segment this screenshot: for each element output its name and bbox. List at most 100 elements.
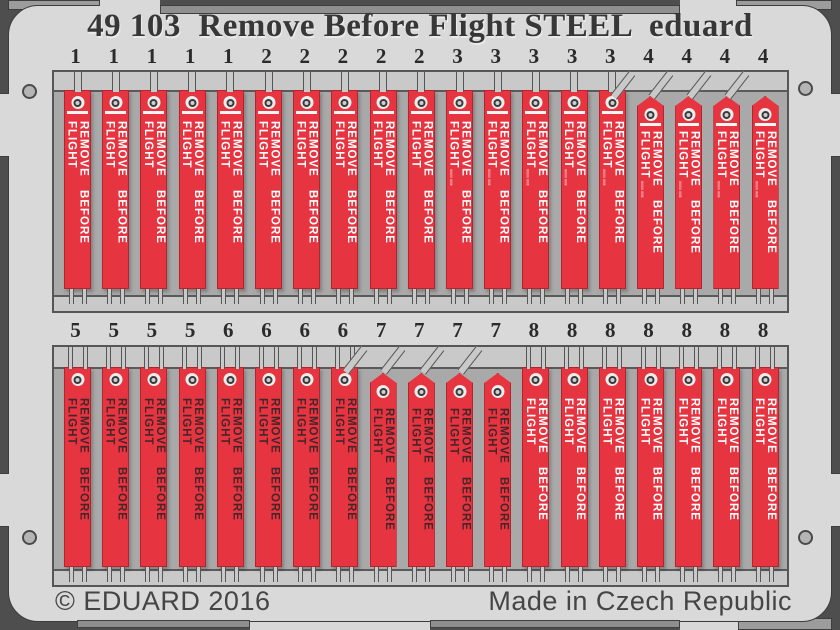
attachment-tab [264,72,273,92]
attachment-tab [640,347,646,369]
rbf-streamer-flag: REMOVE BEFORE FLIGHT IIIIIIIII IIIIIII [598,90,626,289]
flag-text: REMOVE BEFORE FLIGHT [638,398,663,521]
streamer-number: 5 [184,318,196,342]
flag-fine-print: IIIIIIIII IIIIIII [716,181,721,198]
rbf-streamer-flag: REMOVE BEFORE FLIGHT [255,367,282,567]
rbf-streamer-flag: REMOVE BEFORE FLIGHT IIIIIIIII IIIIIII [484,90,512,289]
attachment-tab [488,289,494,304]
attachment-tab [234,567,240,582]
attachment-tab [182,347,188,369]
rbf-streamer-flag: REMOVE BEFORE FLIGHT [64,90,91,289]
fret-comb-band [54,347,787,369]
attachment-tab [526,289,532,304]
grommet-icon [185,96,199,109]
attachment-tab [197,347,203,369]
attachment-tab [272,289,278,304]
flag-text: REMOVE BEFORE FLIGHT [180,121,205,244]
flag-text: REMOVE BEFORE FLIGHT [180,398,205,521]
streamer-number: 2 [414,44,425,68]
flag-stripe [754,123,776,126]
attachment-tab [120,347,126,369]
attachment-tab [755,347,761,369]
flag-stripe [372,111,394,114]
grommet-icon [147,96,161,109]
grommet-icon [223,96,237,109]
attachment-tab [111,72,120,92]
fret-comb-band [54,295,787,311]
grommet-icon [758,373,772,386]
flag-stripe [487,111,509,114]
attachment-tab [579,347,585,369]
rbf-streamer-flag: REMOVE BEFORE FLIGHT [331,90,359,289]
attachment-tab [463,289,469,304]
attachment-tab [183,289,189,304]
attachment-tab [259,289,265,304]
attachment-tab [603,289,609,304]
attachment-tab [183,567,189,582]
attachment-tab [348,567,354,582]
rbf-streamer-flag: REMOVE BEFORE FLIGHT IIIIIIIII IIIIIII [675,96,703,289]
streamer-number: 1 [70,44,81,68]
attachment-tab [297,289,303,304]
attachment-tab [188,72,197,92]
flag-text: REMOVE BEFORE FLIGHT [485,121,510,244]
attachment-tab [82,347,88,369]
attachment-tab [234,289,240,304]
attachment-tab [692,289,698,304]
grommet-icon [262,96,275,109]
streamer-number: 8 [643,318,654,342]
attachment-tab [258,347,264,369]
rbf-streamer-flag: REMOVE BEFORE FLIGHT [369,373,397,567]
rbf-streamer-flag: REMOVE BEFORE FLIGHT [407,90,435,289]
streamer-number: 1 [223,44,234,68]
grommet-icon [529,96,543,109]
grommet-icon [262,373,275,386]
grommet-icon [682,108,696,121]
rbf-streamer-flag: REMOVE BEFORE FLIGHT [446,373,473,567]
streamer-number: 2 [299,44,310,68]
attachment-tab [157,567,163,582]
attachment-tab [769,289,775,304]
attachment-tab [73,72,82,92]
attachment-tab [196,567,202,582]
attachment-tab [348,289,354,304]
attachment-tab [608,72,617,92]
grommet-icon [376,385,390,398]
attachment-tab [641,289,647,304]
rbf-streamer-flag: REMOVE BEFORE FLIGHT [140,367,168,567]
attachment-tab [654,289,660,304]
streamer-number: 3 [566,44,578,68]
flag-text: REMOVE BEFORE FLIGHT [103,121,128,244]
attachment-tab [641,567,647,582]
streamer-number: 1 [146,44,158,68]
streamer-number: 3 [605,44,616,68]
flag-text: REMOVE BEFORE FLIGHT [294,398,319,521]
grommet-icon [223,373,237,386]
attachment-tab [525,347,531,369]
flag-text: REMOVE BEFORE FLIGHT [141,398,166,521]
attachment-tab [731,347,737,369]
rbf-streamer-flag: REMOVE BEFORE FLIGHT [178,90,206,289]
streamer-number: 3 [452,44,463,68]
streamer-number: 5 [108,318,119,342]
streamer-number: 5 [70,318,81,342]
flag-text: REMOVE BEFORE FLIGHT [600,121,625,244]
attachment-tab [501,289,507,304]
attachment-tab [412,289,418,304]
tooling-hole [22,530,37,545]
product-title: 49 103 Remove Before Flight STEEL eduard [87,8,753,44]
attachment-tab [68,567,74,582]
streamer-number: 4 [719,44,731,68]
flag-text: REMOVE BEFORE FLIGHT [409,121,434,244]
streamer-number: 1 [184,44,196,68]
streamer-number: 8 [566,318,578,342]
rbf-streamer-flag: REMOVE BEFORE FLIGHT IIIIIIIII IIIIIII [637,96,664,289]
fret-edge-tab [0,473,9,527]
attachment-tab [616,567,622,582]
flag-text: REMOVE BEFORE FLIGHT [753,131,778,254]
attachment-tab [272,567,278,582]
attachment-tab [578,289,584,304]
flag-text: REMOVE BEFORE FLIGHT [447,408,472,531]
attachment-tab [717,567,723,582]
